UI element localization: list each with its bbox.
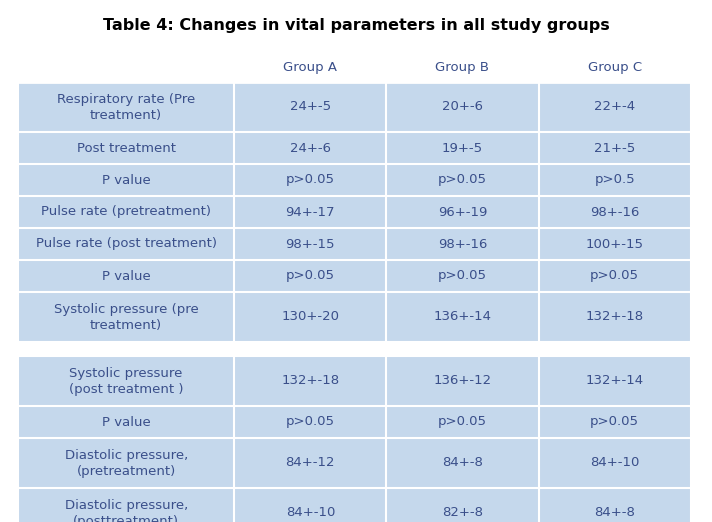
Text: p>0.05: p>0.05 — [286, 416, 335, 429]
Bar — [18, 356, 691, 522]
Text: 24+-5: 24+-5 — [290, 101, 331, 113]
Text: 20+-6: 20+-6 — [442, 101, 483, 113]
Text: P value: P value — [102, 269, 150, 282]
Text: 84+-8: 84+-8 — [594, 506, 635, 519]
Text: 24+-6: 24+-6 — [290, 141, 331, 155]
Text: 130+-20: 130+-20 — [281, 311, 340, 324]
Text: p>0.5: p>0.5 — [595, 173, 635, 186]
Text: 84+-8: 84+-8 — [442, 457, 483, 469]
Text: P value: P value — [102, 173, 150, 186]
Text: p>0.05: p>0.05 — [438, 416, 487, 429]
Text: Diastolic pressure,
(pretreatment): Diastolic pressure, (pretreatment) — [65, 448, 188, 478]
Text: p>0.05: p>0.05 — [438, 173, 487, 186]
Text: p>0.05: p>0.05 — [590, 416, 639, 429]
Text: 22+-4: 22+-4 — [594, 101, 635, 113]
Text: 132+-18: 132+-18 — [585, 311, 644, 324]
Text: Table 4: Changes in vital parameters in all study groups: Table 4: Changes in vital parameters in … — [103, 18, 609, 33]
Bar — [18, 356, 691, 522]
Text: 98+-16: 98+-16 — [590, 206, 639, 219]
Text: Pulse rate (post treatment): Pulse rate (post treatment) — [36, 238, 216, 251]
Text: Group A: Group A — [283, 61, 337, 74]
Text: p>0.05: p>0.05 — [286, 269, 335, 282]
Text: p>0.05: p>0.05 — [438, 269, 487, 282]
Text: 98+-15: 98+-15 — [286, 238, 335, 251]
Bar — [18, 52, 691, 342]
Bar — [18, 52, 691, 82]
Text: 100+-15: 100+-15 — [585, 238, 644, 251]
Text: Group C: Group C — [587, 61, 642, 74]
Text: 132+-14: 132+-14 — [585, 374, 644, 387]
Text: p>0.05: p>0.05 — [286, 173, 335, 186]
Text: 19+-5: 19+-5 — [442, 141, 483, 155]
Text: Systolic pressure (pre
treatment): Systolic pressure (pre treatment) — [54, 303, 199, 331]
Text: Respiratory rate (Pre
treatment): Respiratory rate (Pre treatment) — [57, 92, 195, 122]
Text: Systolic pressure
(post treatment ): Systolic pressure (post treatment ) — [69, 366, 184, 396]
Text: Post treatment: Post treatment — [77, 141, 176, 155]
Text: Pulse rate (pretreatment): Pulse rate (pretreatment) — [41, 206, 211, 219]
Text: 96+-19: 96+-19 — [438, 206, 487, 219]
Text: 132+-18: 132+-18 — [281, 374, 340, 387]
Text: 21+-5: 21+-5 — [594, 141, 635, 155]
Text: p>0.05: p>0.05 — [590, 269, 639, 282]
Text: 84+-10: 84+-10 — [590, 457, 639, 469]
Text: 136+-14: 136+-14 — [434, 311, 491, 324]
Text: 82+-8: 82+-8 — [442, 506, 483, 519]
Text: 84+-10: 84+-10 — [286, 506, 335, 519]
Bar — [18, 52, 691, 342]
Text: 94+-17: 94+-17 — [286, 206, 335, 219]
Text: P value: P value — [102, 416, 150, 429]
Text: Group B: Group B — [436, 61, 489, 74]
Text: 84+-12: 84+-12 — [286, 457, 335, 469]
Text: 98+-16: 98+-16 — [438, 238, 487, 251]
Text: 136+-12: 136+-12 — [434, 374, 491, 387]
Text: Diastolic pressure,
(posttreatment): Diastolic pressure, (posttreatment) — [65, 499, 188, 522]
